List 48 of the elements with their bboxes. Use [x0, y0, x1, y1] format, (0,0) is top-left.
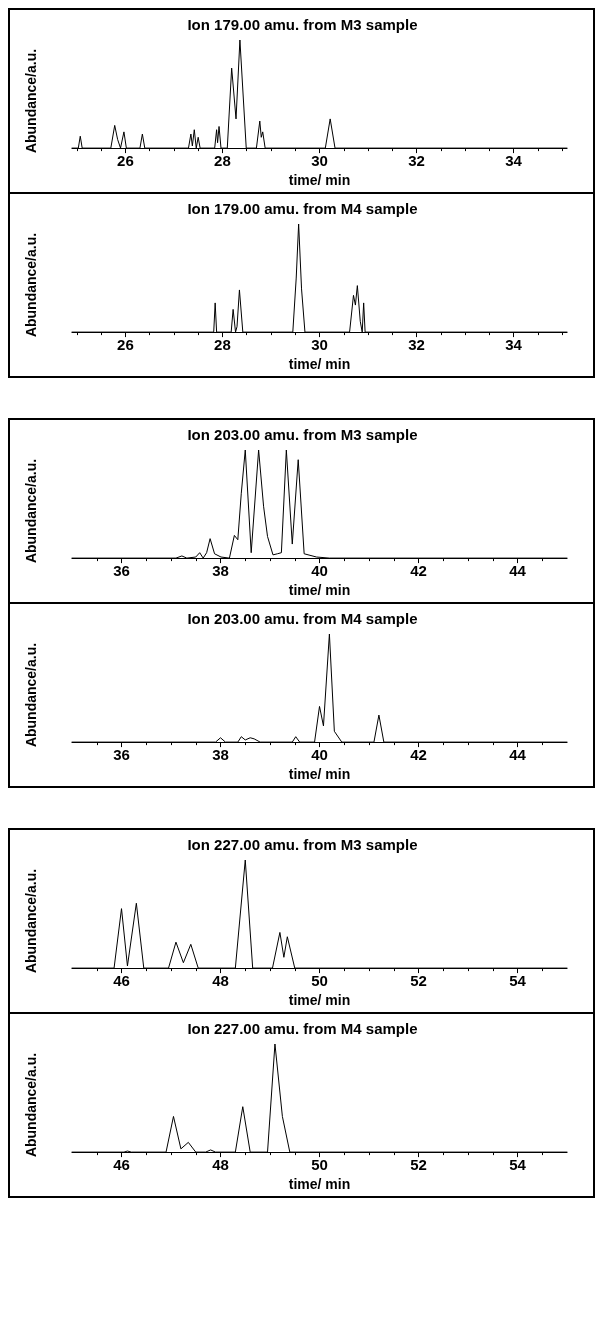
x-tick-label: 28: [214, 336, 231, 354]
x-tick-label: 34: [505, 152, 523, 170]
x-tick-label: 46: [113, 972, 130, 990]
x-tick-label: 36: [113, 562, 130, 580]
chart-title: Ion 227.00 amu. from M3 sample: [187, 836, 418, 853]
x-tick-label: 30: [311, 152, 328, 170]
x-tick-label: 26: [117, 336, 134, 354]
x-tick-label: 38: [212, 562, 229, 580]
chart-title: Ion 179.00 amu. from M4 sample: [187, 200, 418, 217]
x-axis-title: time/ min: [288, 766, 351, 782]
y-axis-title: Abundance/a.u.: [23, 48, 39, 154]
x-tick-label: 26: [117, 152, 134, 170]
x-axis-title: time/ min: [288, 582, 351, 598]
x-axis-title: time/ min: [288, 1176, 351, 1192]
x-tick-label: 50: [311, 972, 328, 990]
x-axis-title: time/ min: [288, 356, 351, 372]
y-axis-title: Abundance/a.u.: [23, 642, 39, 748]
x-tick-label: 50: [311, 1156, 328, 1174]
x-tick-label: 42: [410, 746, 427, 764]
y-axis-title: Abundance/a.u.: [23, 1052, 39, 1158]
x-tick-label: 38: [212, 746, 229, 764]
x-tick-label: 54: [509, 972, 527, 990]
x-tick-label: 32: [408, 336, 425, 354]
chart-title: Ion 203.00 amu. from M4 sample: [187, 610, 418, 627]
x-tick-label: 52: [410, 1156, 427, 1174]
x-tick-label: 48: [212, 1156, 229, 1174]
x-tick-label: 52: [410, 972, 427, 990]
x-tick-label: 32: [408, 152, 425, 170]
chart-title: Ion 203.00 amu. from M3 sample: [187, 426, 418, 443]
chart-title: Ion 179.00 amu. from M3 sample: [187, 16, 418, 33]
x-tick-label: 30: [311, 336, 328, 354]
x-tick-label: 44: [509, 746, 527, 764]
y-axis-title: Abundance/a.u.: [23, 232, 39, 338]
chart-title: Ion 227.00 amu. from M4 sample: [187, 1020, 418, 1037]
y-axis-title: Abundance/a.u.: [23, 868, 39, 974]
x-tick-label: 40: [311, 746, 328, 764]
x-tick-label: 44: [509, 562, 527, 580]
x-tick-label: 46: [113, 1156, 130, 1174]
y-axis-title: Abundance/a.u.: [23, 458, 39, 564]
x-tick-label: 48: [212, 972, 229, 990]
x-tick-label: 34: [505, 336, 523, 354]
x-tick-label: 54: [509, 1156, 527, 1174]
x-axis-title: time/ min: [288, 992, 351, 1008]
x-tick-label: 36: [113, 746, 130, 764]
x-axis-title: time/ min: [288, 172, 351, 188]
x-tick-label: 42: [410, 562, 427, 580]
x-tick-label: 40: [311, 562, 328, 580]
x-tick-label: 28: [214, 152, 231, 170]
